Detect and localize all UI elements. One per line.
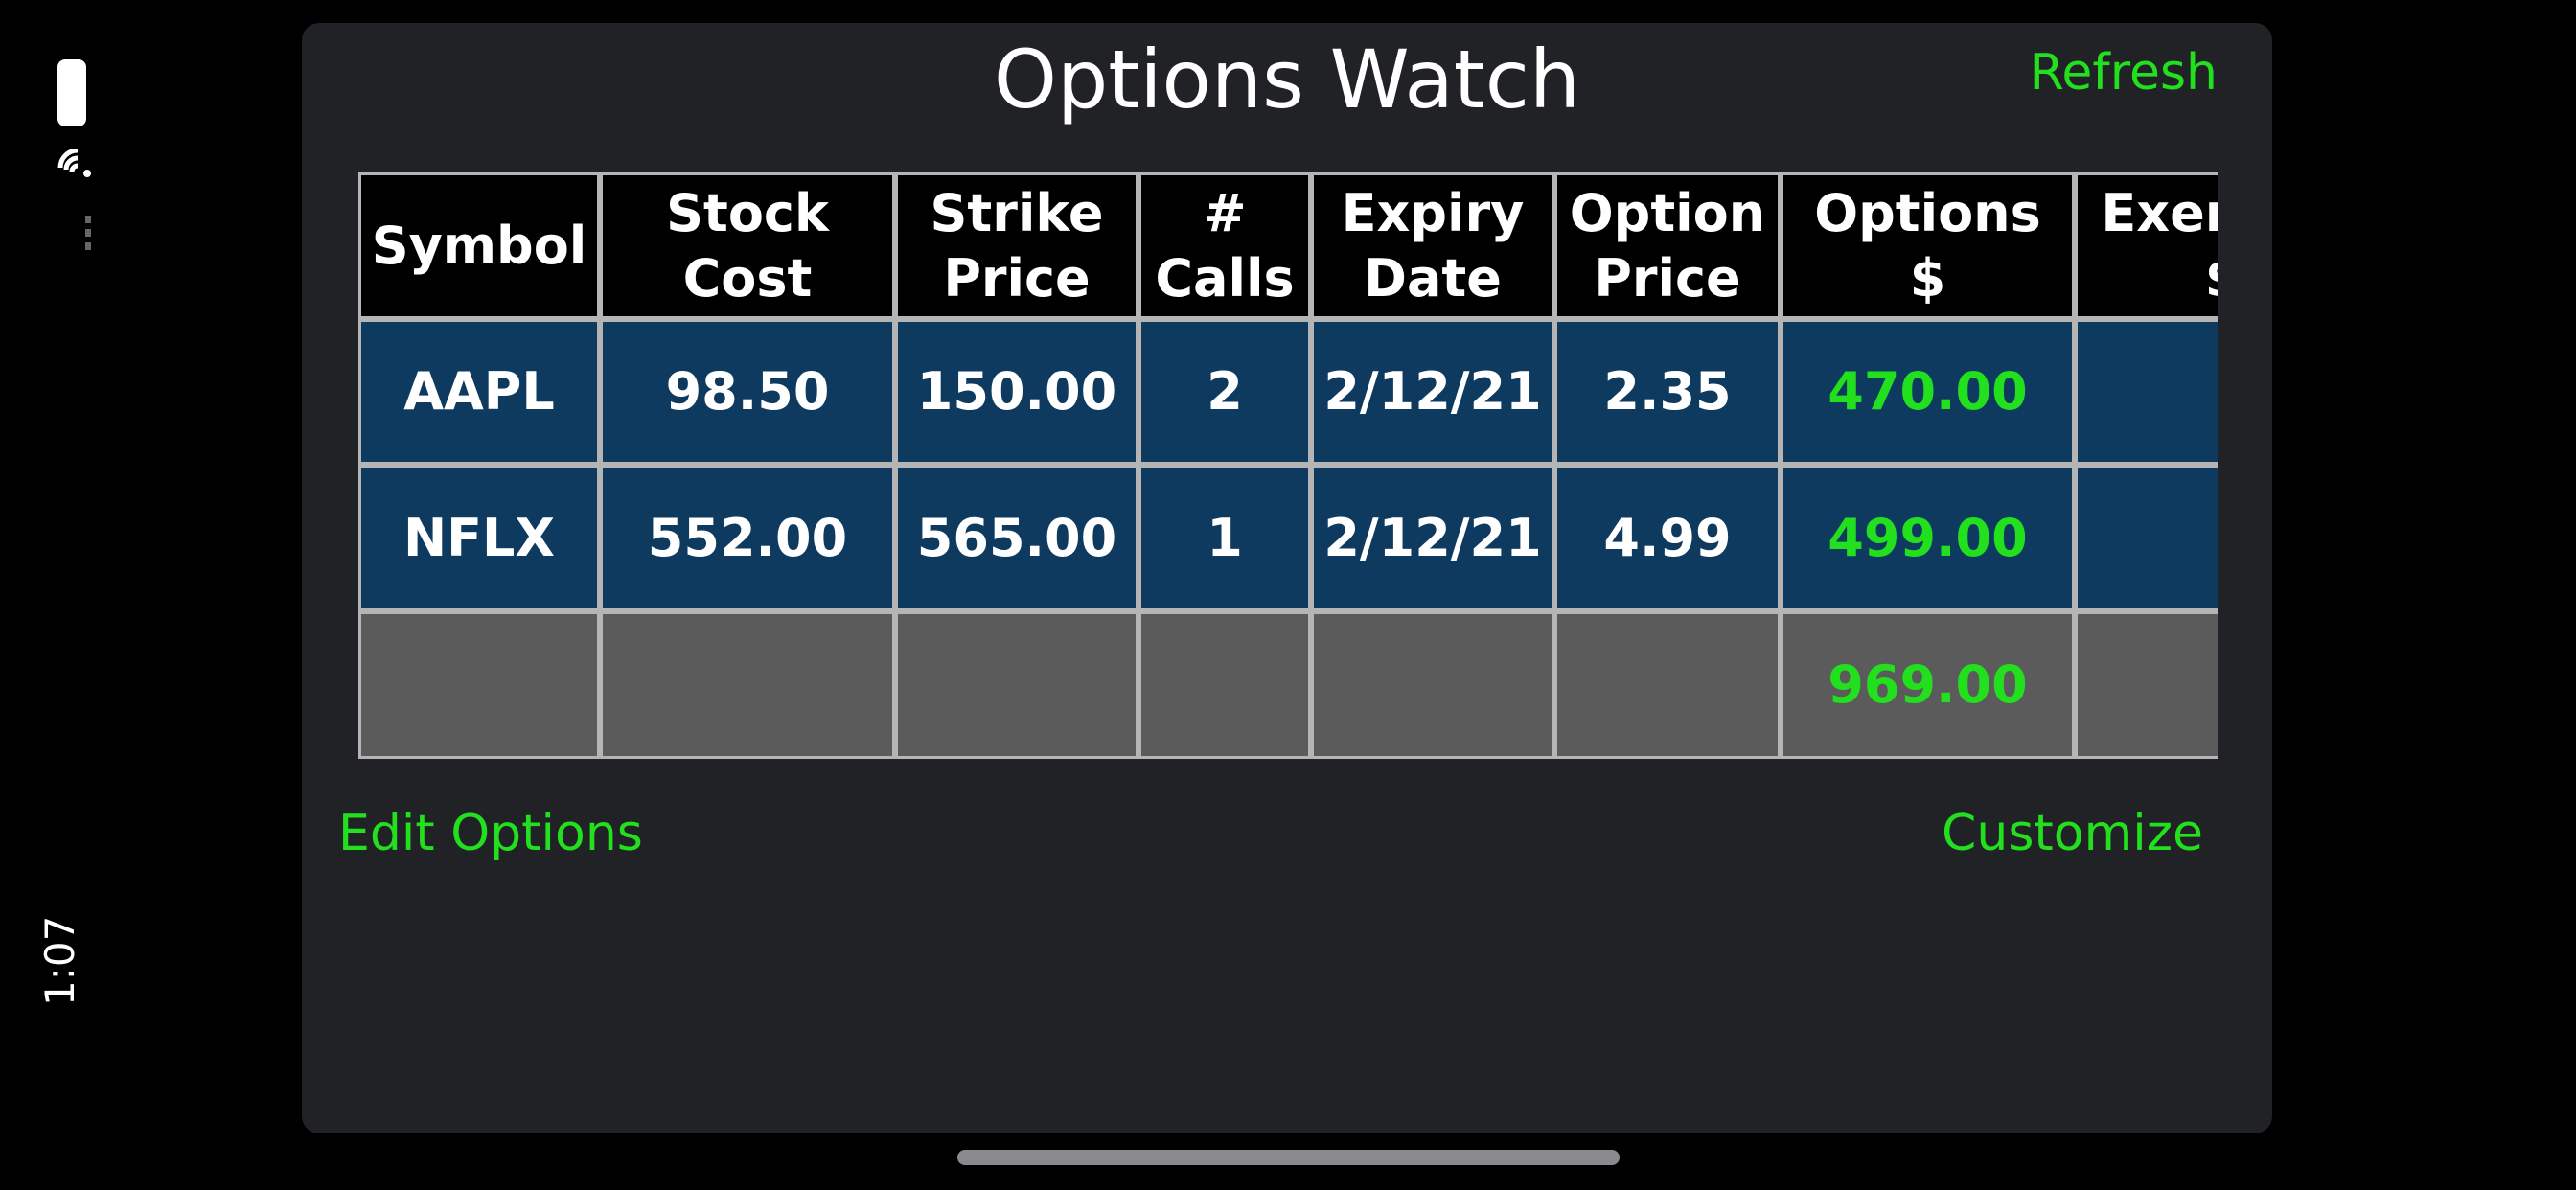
table-cell: 470.00 xyxy=(1783,322,2072,462)
table-cell: 2.35 xyxy=(1557,322,1778,462)
column-header: Options $ xyxy=(1783,175,2072,316)
header-text: Symbol xyxy=(371,215,587,276)
table-cell: 2/12/21 xyxy=(1314,468,1552,608)
header-text: # xyxy=(1203,182,1247,243)
column-header: # Calls xyxy=(1141,175,1308,316)
total-cell xyxy=(603,614,892,756)
cell-text: NFLX xyxy=(402,507,556,568)
app-title: Options Watch xyxy=(993,33,1581,126)
table-cell xyxy=(2078,468,2218,608)
home-indicator xyxy=(957,1150,1620,1165)
total-cell xyxy=(361,614,597,756)
table-cell: 552.00 xyxy=(603,468,892,608)
cell-text: 2 xyxy=(1207,361,1243,422)
cell-text: 98.50 xyxy=(665,361,830,422)
column-header: Symbol xyxy=(361,175,597,316)
customize-button[interactable]: Customize xyxy=(1942,805,2203,862)
column-header: Stock Cost xyxy=(603,175,892,316)
header-text: Strike xyxy=(930,182,1104,243)
cell-text: 4.99 xyxy=(1603,507,1732,568)
total-cell xyxy=(898,614,1136,756)
battery-icon xyxy=(58,59,86,126)
table-cell: 98.50 xyxy=(603,322,892,462)
refresh-button[interactable]: Refresh xyxy=(2029,44,2218,102)
header-text: Price xyxy=(943,247,1091,309)
header-text: Expiry xyxy=(1341,182,1525,243)
total-cell xyxy=(1314,614,1552,756)
cell-text: 470.00 xyxy=(1828,361,2028,422)
header-text: Exercise xyxy=(2101,182,2218,243)
cell-text: 565.00 xyxy=(916,507,1117,568)
table-cell: AAPL xyxy=(361,322,597,462)
column-header: Expiry Date xyxy=(1314,175,1552,316)
cell-text: 552.00 xyxy=(647,507,848,568)
header-text: Option xyxy=(1569,182,1766,243)
table-cell xyxy=(2078,322,2218,462)
cell-text: 2/12/21 xyxy=(1323,507,1542,568)
total-text: 969.00 xyxy=(1828,654,2028,715)
column-header: Exercise$ xyxy=(2078,175,2218,316)
table-cell: 565.00 xyxy=(898,468,1136,608)
total-cell xyxy=(1557,614,1778,756)
header-text: $ xyxy=(2205,246,2218,311)
table-cell: 2/12/21 xyxy=(1314,322,1552,462)
column-header: Strike Price xyxy=(898,175,1136,316)
cell-text: 150.00 xyxy=(916,361,1117,422)
header-text: $ xyxy=(1909,247,1946,309)
total-cell: 969.00 xyxy=(1783,614,2072,756)
app-panel: Options Watch Refresh Symbol Stock Cost Str… xyxy=(302,23,2272,1133)
table-cell: 150.00 xyxy=(898,322,1136,462)
edit-options-button[interactable]: Edit Options xyxy=(338,805,643,862)
header-text: Cost xyxy=(682,247,813,309)
cell-text: AAPL xyxy=(403,361,555,422)
table-cell: 4.99 xyxy=(1557,468,1778,608)
cell-text: 2/12/21 xyxy=(1323,361,1542,422)
header-text: Date xyxy=(1364,247,1502,309)
header-text: Options xyxy=(1814,182,2041,243)
column-header: Option Price xyxy=(1557,175,1778,316)
header-text: Stock xyxy=(666,182,829,243)
cell-text: 2.35 xyxy=(1603,361,1732,422)
options-table: Symbol Stock Cost Strike Price # Calls Expiry Da… xyxy=(358,172,2218,759)
table-cell: 499.00 xyxy=(1783,468,2072,608)
header-text: Calls xyxy=(1155,247,1295,309)
total-cell xyxy=(1141,614,1308,756)
table-cell: 1 xyxy=(1141,468,1308,608)
status-time: 1:07 xyxy=(36,915,83,1006)
status-icons xyxy=(58,149,91,250)
table-cell: NFLX xyxy=(361,468,597,608)
table-cell: 2 xyxy=(1141,322,1308,462)
cell-text: 499.00 xyxy=(1828,507,2028,568)
cell-text: 1 xyxy=(1207,507,1243,568)
header-text: Price xyxy=(1594,247,1741,309)
total-cell xyxy=(2078,614,2218,756)
